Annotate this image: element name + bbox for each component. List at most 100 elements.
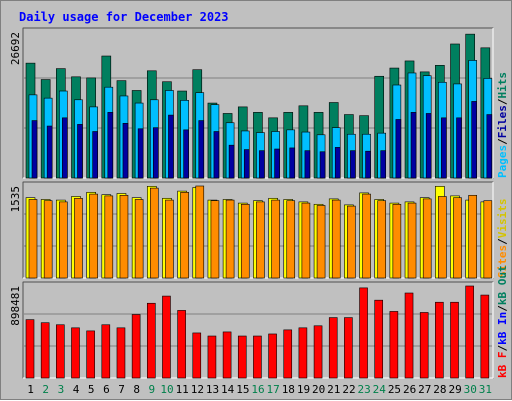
day-label: 16: [251, 383, 264, 396]
legend-top: Pages/Files/Hits: [496, 72, 509, 178]
bottom-bar-kbytes-f: [435, 301, 444, 379]
middle-bar-sites: [256, 201, 265, 279]
middle-bar-sites: [28, 199, 38, 279]
top-bar-pages: [486, 114, 493, 179]
day-label: 29: [448, 383, 461, 396]
top-bar-pages: [183, 129, 189, 179]
middle-bar-sites: [271, 199, 280, 279]
top-bar-pages: [456, 117, 462, 179]
legend-middle: Sites/Visits: [496, 199, 509, 279]
middle-bar-sites: [377, 200, 387, 279]
bottom-bar-kbytes-f: [313, 325, 323, 379]
bottom-bar-kbytes-f: [162, 295, 171, 379]
top-ymax-label: 26692: [9, 32, 22, 65]
bottom-bar-kbytes-f: [177, 310, 186, 379]
middle-bar-sites: [89, 193, 98, 279]
day-label: 2: [42, 383, 49, 396]
legend-middle-entry: /: [496, 238, 509, 245]
top-bar-pages: [425, 113, 432, 179]
middle-bar-sites: [165, 199, 174, 279]
legend-middle-entry: Visits: [496, 199, 509, 239]
bottom-bar-kbytes-f: [389, 311, 399, 379]
top-bar-pages: [259, 150, 265, 179]
top-bar-pages: [380, 150, 387, 179]
top-bar-pages: [137, 128, 144, 179]
middle-bar-sites: [104, 195, 114, 279]
top-bar-pages: [228, 144, 235, 179]
middle-bar-sites: [301, 202, 311, 279]
middle-bar-sites: [74, 197, 83, 279]
middle-bar-sites: [453, 197, 462, 279]
legend-bottom-entry: kB F: [496, 352, 509, 379]
top-bar-pages: [107, 112, 114, 179]
bottom-bar-kbytes-f: [101, 324, 111, 379]
bottom-bar-kbytes-f: [116, 327, 126, 379]
day-label: 23: [358, 383, 371, 396]
bottom-bar-kbytes-f: [207, 335, 217, 379]
middle-bar-sites: [286, 200, 296, 279]
day-label: 15: [236, 383, 249, 396]
bottom-bar-kbytes-f: [480, 294, 490, 379]
top-bar-pages: [289, 147, 296, 179]
middle-bar-sites: [43, 200, 53, 279]
bottom-bar-kbytes-f: [222, 331, 232, 379]
top-bar-pages: [471, 101, 477, 179]
middle-bar-sites: [180, 191, 189, 279]
day-label: 12: [191, 383, 204, 396]
day-label: 3: [58, 383, 65, 396]
bottom-bar-kbytes-f: [465, 285, 474, 379]
day-label: 4: [73, 383, 80, 396]
middle-bar-sites: [225, 199, 235, 279]
day-label: 25: [388, 383, 401, 396]
top-bar-pages: [168, 114, 174, 179]
bottom-bar-kbytes-f: [268, 333, 277, 379]
bottom-bar-kbytes-f: [283, 329, 293, 379]
bottom-bar-kbytes-f: [25, 319, 35, 379]
bottom-bar-kbytes-f: [404, 292, 414, 379]
top-bar-pages: [152, 127, 159, 179]
top-bar-pages: [122, 123, 129, 179]
day-label: 14: [221, 383, 235, 396]
day-label: 13: [206, 383, 219, 396]
day-label: 6: [103, 383, 110, 396]
bottom-bar-kbytes-f: [374, 299, 384, 379]
day-label: 22: [342, 383, 355, 396]
top-bar-pages: [213, 131, 220, 179]
bottom-bar-kbytes-f: [131, 314, 141, 379]
top-bar-pages: [31, 120, 38, 179]
bottom-bar-kbytes-f: [237, 335, 247, 379]
middle-bar-sites: [119, 194, 129, 279]
middle-bar-sites: [422, 198, 432, 279]
bottom-bar-kbytes-f: [146, 302, 156, 379]
day-label: 31: [479, 383, 492, 396]
bottom-bar-kbytes-f: [192, 332, 202, 379]
middle-bar-sites: [331, 199, 341, 279]
middle-bar-sites: [407, 202, 417, 279]
middle-bar-sites: [195, 185, 205, 279]
legend-top-entry: /: [496, 98, 509, 105]
day-label: 9: [149, 383, 156, 396]
top-bar-pages: [319, 151, 326, 179]
middle-bar-sites: [468, 194, 477, 279]
day-label: 20: [312, 383, 325, 396]
middle-bar-sites: [240, 203, 250, 279]
day-label: 26: [403, 383, 416, 396]
top-bar-pages: [395, 119, 402, 179]
middle-bar-sites: [210, 200, 220, 279]
top-bar-pages: [62, 117, 68, 179]
legend-top-entry: Pages: [496, 145, 509, 178]
bottom-bar-kbytes-f: [359, 287, 368, 379]
bottom-bar-kbytes-f: [328, 317, 338, 379]
day-label: 8: [133, 383, 140, 396]
bottom-bar-kbytes-f: [71, 327, 80, 379]
chart-title: Daily usage for December 2023: [19, 10, 229, 24]
middle-bar-sites: [362, 193, 371, 279]
top-bar-pages: [304, 150, 311, 179]
middle-bar-sites: [438, 196, 447, 279]
middle-bar-sites: [59, 201, 68, 279]
bottom-bar-kbytes-f: [56, 324, 65, 379]
legend-bottom-entry: /: [496, 345, 509, 352]
day-label: 27: [418, 383, 431, 396]
legend-top-entry: /: [496, 138, 509, 145]
